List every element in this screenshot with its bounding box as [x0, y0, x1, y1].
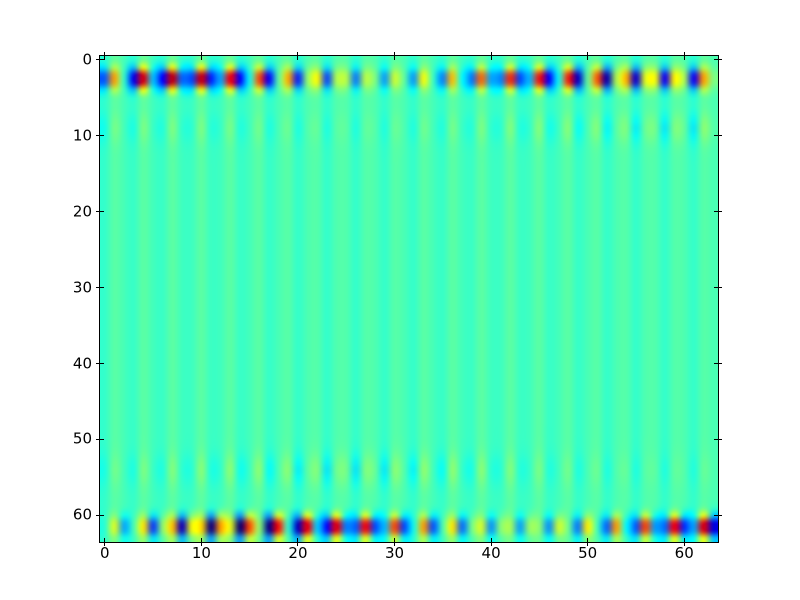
x-tick-mark-top [104, 52, 106, 60]
x-tick-label: 30 [384, 544, 405, 562]
x-tick-label: 50 [578, 544, 598, 562]
y-tick-label: 0 [82, 50, 92, 69]
x-tick-mark-bottom [104, 538, 106, 546]
x-tick-mark-bottom [394, 538, 396, 546]
y-tick-mark-right [714, 363, 722, 365]
x-tick-mark-bottom [683, 538, 685, 546]
y-tick-mark-right [714, 438, 722, 440]
x-tick-mark-top [200, 52, 202, 60]
y-tick-mark-left [96, 135, 104, 137]
x-tick-label: 40 [481, 544, 501, 562]
y-tick-mark-left [96, 287, 104, 289]
y-tick-mark-right [714, 211, 722, 213]
x-tick-label: 20 [288, 544, 308, 562]
x-tick-mark-bottom [200, 538, 202, 546]
x-tick-label: 60 [674, 544, 694, 562]
y-tick-label: 60 [72, 505, 92, 524]
y-tick-mark-left [96, 211, 104, 213]
x-tick-mark-top [394, 52, 396, 60]
x-tick-mark-top [490, 52, 492, 60]
x-tick-mark-top [587, 52, 589, 60]
y-tick-mark-right [714, 287, 722, 289]
x-tick-mark-bottom [587, 538, 589, 546]
x-tick-label: 10 [191, 544, 211, 562]
x-tick-mark-bottom [490, 538, 492, 546]
y-tick-mark-left [96, 59, 104, 61]
y-tick-mark-left [96, 438, 104, 440]
y-tick-label: 10 [72, 126, 92, 145]
x-tick-label: 0 [100, 544, 110, 562]
y-tick-label: 50 [72, 429, 92, 448]
heatmap-canvas [100, 56, 718, 542]
plot-area [99, 55, 719, 543]
x-tick-mark-bottom [297, 538, 299, 546]
y-tick-mark-left [96, 514, 104, 516]
y-tick-label: 40 [72, 354, 92, 373]
y-tick-label: 20 [72, 202, 92, 221]
y-tick-mark-right [714, 514, 722, 516]
y-tick-mark-right [714, 59, 722, 61]
y-tick-mark-left [96, 363, 104, 365]
y-tick-mark-right [714, 135, 722, 137]
y-tick-label: 30 [72, 278, 92, 297]
x-tick-mark-top [297, 52, 299, 60]
x-tick-mark-top [683, 52, 685, 60]
